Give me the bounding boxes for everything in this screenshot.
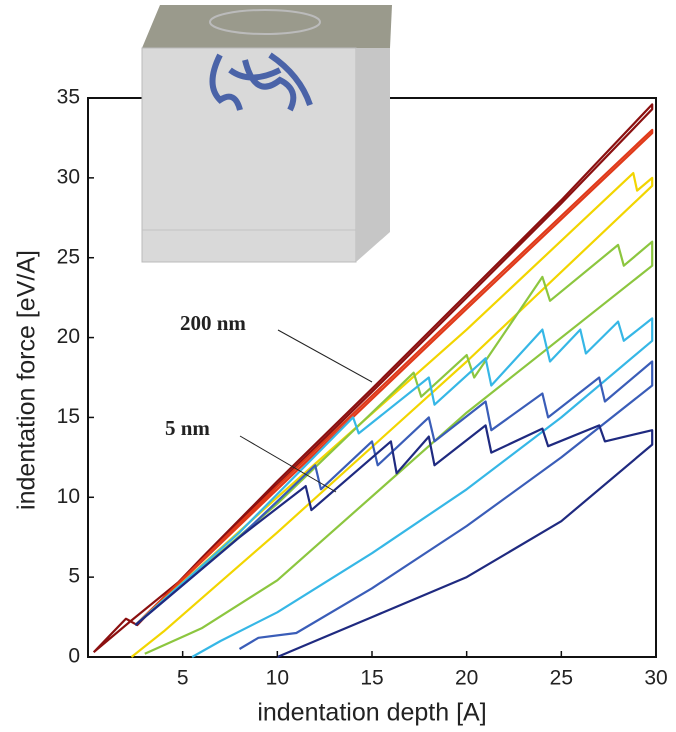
x-tick-label: 10 <box>266 667 289 690</box>
inset <box>141 5 392 263</box>
y-axis-label: indentation force [eV/A] <box>13 250 41 510</box>
inset-side <box>356 48 390 262</box>
y-tick-label: 15 <box>57 405 80 428</box>
inset-ripple <box>209 9 321 35</box>
y-tick-label: 5 <box>68 565 80 588</box>
force-curve <box>134 360 654 650</box>
loop <box>228 67 282 81</box>
loop <box>268 52 313 107</box>
lines <box>92 103 654 659</box>
y-tick-label: 20 <box>57 325 80 348</box>
force-curve <box>130 172 654 658</box>
annotation-leader <box>277 329 373 383</box>
y-tick-label: 10 <box>57 485 80 508</box>
x-axis-label: indentation depth [A] <box>257 699 486 727</box>
annotation: 200 nm <box>180 311 246 335</box>
force-curve <box>134 424 654 659</box>
force-curve <box>134 317 654 658</box>
y-tick-label: 25 <box>57 245 80 268</box>
force-curve <box>134 240 654 655</box>
x-tick-label: 5 <box>177 667 189 690</box>
inset-top <box>142 5 392 48</box>
x-tick-label: 15 <box>360 667 383 690</box>
inset-front <box>141 47 357 263</box>
y-tick-label: 30 <box>57 165 80 188</box>
inset-dislocations <box>209 52 313 112</box>
x-tick-label: 25 <box>550 667 573 690</box>
x-tick-label: 30 <box>644 667 667 690</box>
annotation-leader <box>239 435 337 493</box>
x-tick-label: 20 <box>455 667 478 690</box>
y-tick-label: 0 <box>68 645 80 668</box>
y-tick-label: 35 <box>57 86 80 109</box>
annotation: 5 nm <box>165 416 210 440</box>
force-curve <box>134 128 654 626</box>
loop <box>209 53 243 111</box>
